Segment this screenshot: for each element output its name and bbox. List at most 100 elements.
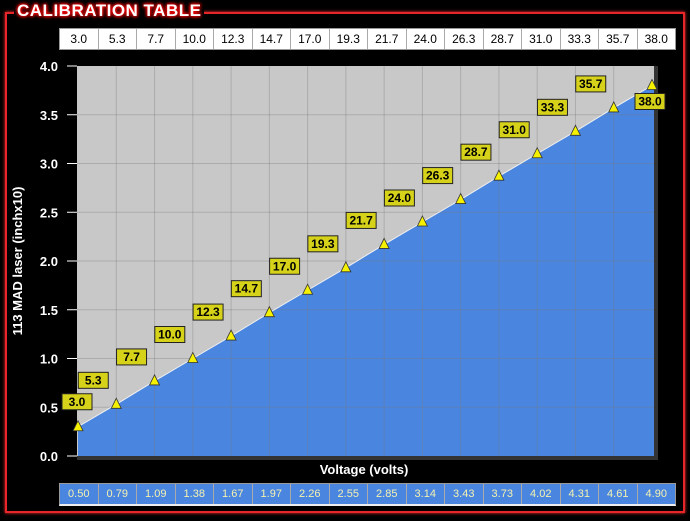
y-tick-label: 0.0	[40, 449, 58, 464]
y-tick-label: 0.5	[40, 400, 58, 415]
voltage-table-cell: 4.02	[522, 484, 561, 504]
voltage-table-cell: 0.79	[99, 484, 137, 504]
data-point-marker	[531, 146, 543, 159]
data-label-box	[498, 121, 530, 139]
top-table-cell: 35.7	[599, 29, 638, 49]
data-label: 12.3	[196, 305, 220, 319]
data-label: 38.0	[638, 95, 662, 109]
data-label: 26.3	[426, 169, 450, 183]
data-label-box	[575, 75, 607, 93]
data-point-marker	[608, 101, 620, 113]
voltage-table-cell: 3.43	[445, 484, 484, 504]
data-label-box	[61, 393, 93, 411]
data-point-marker	[378, 237, 390, 249]
y-axis-label: 113 MAD laser (inchx10)	[10, 187, 25, 336]
data-point-marker	[187, 351, 199, 363]
top-table-cell: 26.3	[445, 29, 484, 49]
data-label: 33.3	[541, 100, 565, 114]
data-label-box	[116, 348, 148, 366]
voltage-table-cell: 4.90	[645, 488, 667, 500]
data-label-box	[460, 143, 492, 161]
data-point-marker	[148, 374, 161, 386]
chart-title: CALIBRATION TABLE	[14, 1, 205, 21]
data-label-box	[383, 189, 415, 207]
voltage-table-cell: 1.09	[137, 484, 176, 504]
data-label-box	[154, 326, 186, 343]
top-table-cell: 28.7	[484, 29, 522, 49]
data-label-box	[192, 303, 224, 321]
y-tick-label: 1.0	[40, 352, 58, 367]
data-label: 3.0	[69, 395, 86, 409]
voltage-table-cell: 2.26	[291, 484, 330, 504]
data-label: 21.7	[349, 213, 373, 227]
area-fill	[78, 85, 654, 456]
data-point-marker	[340, 260, 352, 273]
data-label-box	[634, 93, 666, 110]
top-table-cell: 5.3	[99, 29, 137, 49]
data-label: 5.3	[85, 373, 102, 387]
data-label: 17.0	[273, 259, 297, 273]
data-point-marker	[493, 169, 505, 181]
data-label: 24.0	[388, 191, 412, 205]
data-label-box	[536, 98, 568, 116]
top-value-table: 3.0 5.3 7.7 10.0 12.3 14.7 17.0 19.3 21.7 24.0 26.…	[59, 28, 676, 50]
voltage-table-cell: 3.14	[407, 484, 445, 504]
y-tick-label: 3.5	[40, 108, 58, 123]
top-table-cell: 21.7	[368, 29, 407, 49]
data-point-marker	[72, 419, 84, 432]
data-label: 19.3	[311, 237, 335, 251]
voltage-table-cell: 4.31	[561, 484, 599, 504]
top-table-cell: 38.0	[644, 32, 668, 46]
data-label: 31.0	[503, 123, 527, 137]
series-line	[77, 85, 653, 428]
top-table-cell: 3.0	[60, 29, 99, 49]
voltage-table-cell: 1.38	[176, 484, 214, 504]
top-table-cell: 14.7	[253, 29, 291, 49]
data-point-marker	[416, 215, 429, 227]
voltage-table-cell: 0.50	[60, 484, 99, 504]
data-point-marker	[646, 78, 658, 90]
y-tick-label: 2.0	[40, 254, 58, 269]
top-table-cell: 31.0	[522, 29, 561, 49]
voltage-table-cell: 2.85	[368, 484, 407, 504]
plot-shadow-right	[654, 66, 658, 460]
y-tick-label: 1.5	[40, 303, 58, 318]
top-table-cell: 10.0	[176, 29, 214, 49]
data-point-marker	[110, 397, 122, 409]
top-table-cell: 24.0	[407, 29, 445, 49]
y-tick-label: 3.0	[40, 157, 58, 172]
data-label-box	[422, 167, 454, 185]
voltage-table-cell: 1.97	[253, 484, 291, 504]
data-label-box	[345, 211, 377, 229]
top-table-cell: 12.3	[214, 29, 253, 49]
voltage-table-cell: 4.61	[599, 484, 638, 504]
data-label: 14.7	[235, 282, 259, 296]
voltage-table-cell: 3.73	[484, 484, 522, 504]
data-point-marker	[225, 329, 237, 341]
data-label: 35.7	[579, 77, 603, 91]
data-label: 7.7	[123, 350, 140, 364]
top-table-cell: 33.3	[561, 29, 599, 49]
data-label: 28.7	[464, 145, 488, 159]
data-point-marker	[569, 124, 582, 136]
y-tick-label: 4.0	[40, 59, 58, 74]
voltage-table-cell: 1.67	[214, 484, 253, 504]
top-table-cell: 7.7	[137, 29, 176, 49]
x-axis-label: Voltage (volts)	[320, 462, 409, 477]
data-label-box	[307, 235, 339, 253]
data-label: 10.0	[158, 328, 182, 342]
plot-shadow-bottom	[77, 456, 658, 460]
top-table-cell: 19.3	[330, 29, 368, 49]
y-tick-label: 2.5	[40, 205, 58, 220]
voltage-table: 0.50 0.79 1.09 1.38 1.67 1.97 2.26 2.55 2.85 3.14…	[59, 483, 676, 506]
chart-frame	[5, 12, 685, 513]
data-label-box	[230, 280, 262, 298]
voltage-table-cell: 2.55	[330, 484, 368, 504]
data-label-box	[269, 257, 301, 275]
data-point-marker	[263, 305, 275, 318]
data-point-marker	[455, 192, 467, 204]
top-table-cell: 17.0	[291, 29, 330, 49]
data-point-marker	[301, 283, 314, 295]
data-label-box	[77, 371, 109, 389]
